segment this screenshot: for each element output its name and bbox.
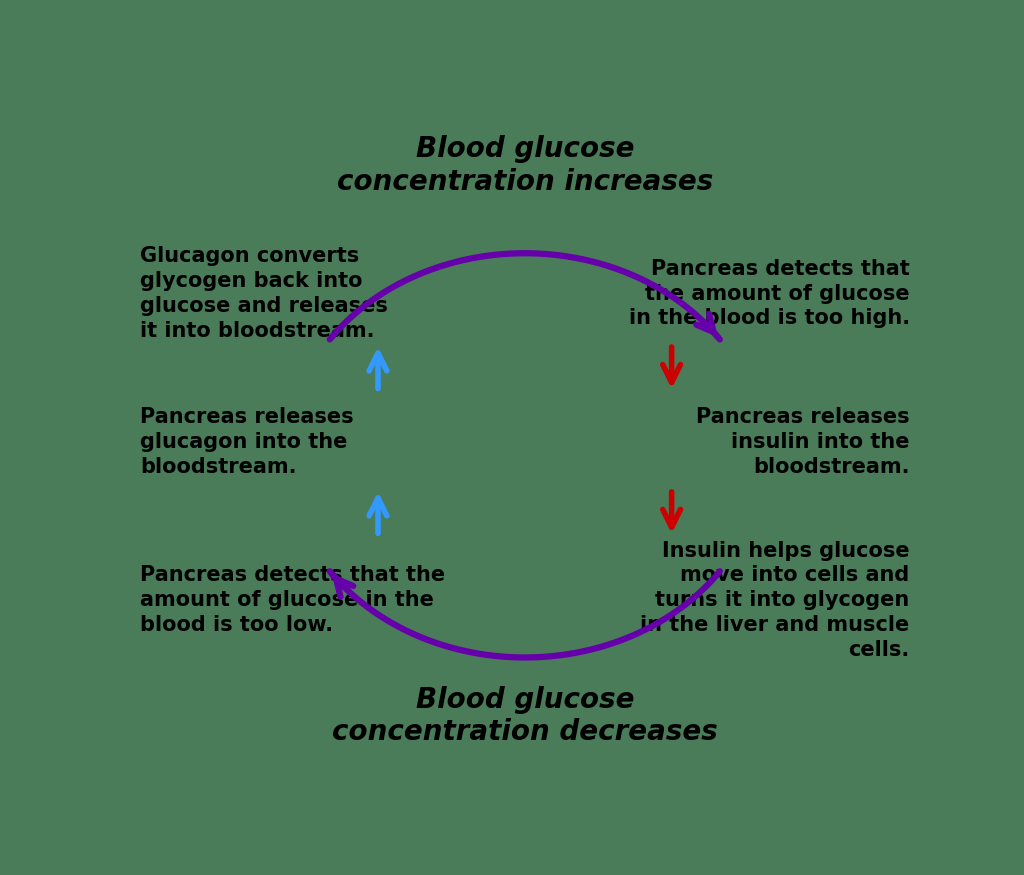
- Text: Pancreas detects that the
amount of glucose in the
blood is too low.: Pancreas detects that the amount of gluc…: [140, 565, 445, 635]
- Text: Blood glucose
concentration decreases: Blood glucose concentration decreases: [332, 686, 718, 746]
- Text: Pancreas detects that
the amount of glucose
in the blood is too high.: Pancreas detects that the amount of gluc…: [629, 259, 909, 328]
- Text: Insulin helps glucose
move into cells and
turns it into glycogen
in the liver an: Insulin helps glucose move into cells an…: [640, 541, 909, 660]
- Text: Blood glucose
concentration increases: Blood glucose concentration increases: [337, 136, 713, 196]
- Text: Pancreas releases
glucagon into the
bloodstream.: Pancreas releases glucagon into the bloo…: [140, 407, 353, 477]
- Text: Glucagon converts
glycogen back into
glucose and releases
it into bloodstream.: Glucagon converts glycogen back into glu…: [140, 247, 388, 341]
- Text: Pancreas releases
insulin into the
bloodstream.: Pancreas releases insulin into the blood…: [696, 407, 909, 477]
